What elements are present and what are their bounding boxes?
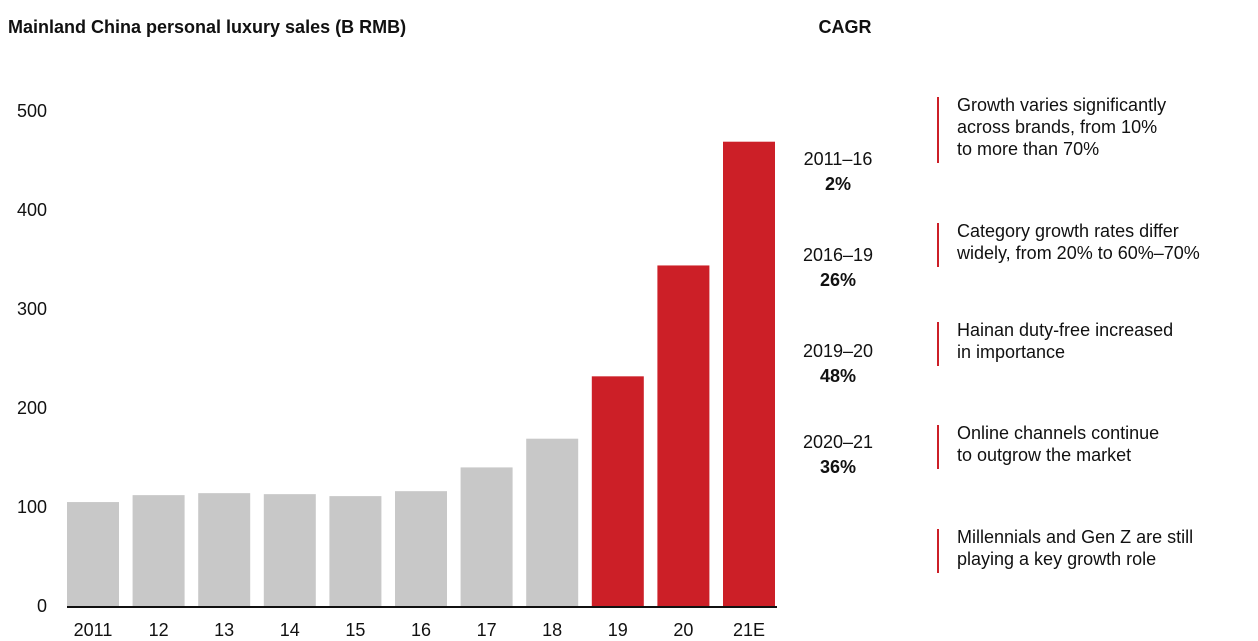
x-tick-label: 2011 xyxy=(74,620,113,640)
x-tick-label: 18 xyxy=(542,620,562,640)
chart-title: Mainland China personal luxury sales (B … xyxy=(8,17,406,37)
x-tick-label: 15 xyxy=(345,620,365,640)
x-tick-label: 12 xyxy=(149,620,169,640)
note-text: in importance xyxy=(957,342,1065,362)
bar xyxy=(591,376,644,607)
cagr-rate: 26% xyxy=(820,270,856,290)
x-tick-label: 21E xyxy=(733,620,765,640)
y-tick-label: 500 xyxy=(17,101,47,121)
y-tick-label: 200 xyxy=(17,398,47,418)
x-tick-label: 17 xyxy=(477,620,497,640)
bar xyxy=(132,495,185,607)
cagr-period: 2016–19 xyxy=(803,245,873,265)
bar xyxy=(723,141,775,607)
note-text: Millennials and Gen Z are still xyxy=(957,527,1193,547)
note-marker xyxy=(937,425,939,469)
y-tick-label: 300 xyxy=(17,299,47,319)
cagr-rate: 2% xyxy=(825,174,851,194)
cagr-period: 2011–16 xyxy=(804,149,873,169)
y-tick-label: 0 xyxy=(37,596,47,616)
note-text: Category growth rates differ xyxy=(957,221,1179,241)
x-tick-label: 14 xyxy=(280,620,300,640)
y-tick-label: 400 xyxy=(17,200,47,220)
bar xyxy=(395,491,447,607)
bar xyxy=(329,496,382,607)
note-text: Growth varies significantly xyxy=(957,95,1166,115)
bar xyxy=(526,438,579,607)
note-text: to more than 70% xyxy=(957,139,1099,159)
x-tick-label: 20 xyxy=(673,620,693,640)
bar xyxy=(263,494,316,607)
y-tick-label: 100 xyxy=(17,497,47,517)
note-marker xyxy=(937,223,939,267)
cagr-period: 2019–20 xyxy=(803,341,873,361)
cagr-period: 2020–21 xyxy=(803,432,873,452)
x-tick-label: 16 xyxy=(411,620,431,640)
note-text: Online channels continue xyxy=(957,423,1159,443)
note-text: widely, from 20% to 60%–70% xyxy=(956,243,1200,263)
note-text: playing a key growth role xyxy=(957,549,1156,569)
note-marker xyxy=(937,97,939,163)
cagr-rate: 36% xyxy=(820,457,856,477)
note-text: to outgrow the market xyxy=(957,445,1131,465)
bar xyxy=(657,265,710,607)
x-tick-label: 19 xyxy=(608,620,628,640)
cagr-rate: 48% xyxy=(820,366,856,386)
cagr-title: CAGR xyxy=(819,17,872,37)
bar xyxy=(198,493,251,607)
bar xyxy=(460,467,513,607)
bar xyxy=(67,502,119,607)
note-text: across brands, from 10% xyxy=(957,117,1157,137)
note-marker xyxy=(937,529,939,573)
x-tick-label: 13 xyxy=(214,620,234,640)
note-marker xyxy=(937,322,939,366)
note-text: Hainan duty-free increased xyxy=(957,320,1173,340)
